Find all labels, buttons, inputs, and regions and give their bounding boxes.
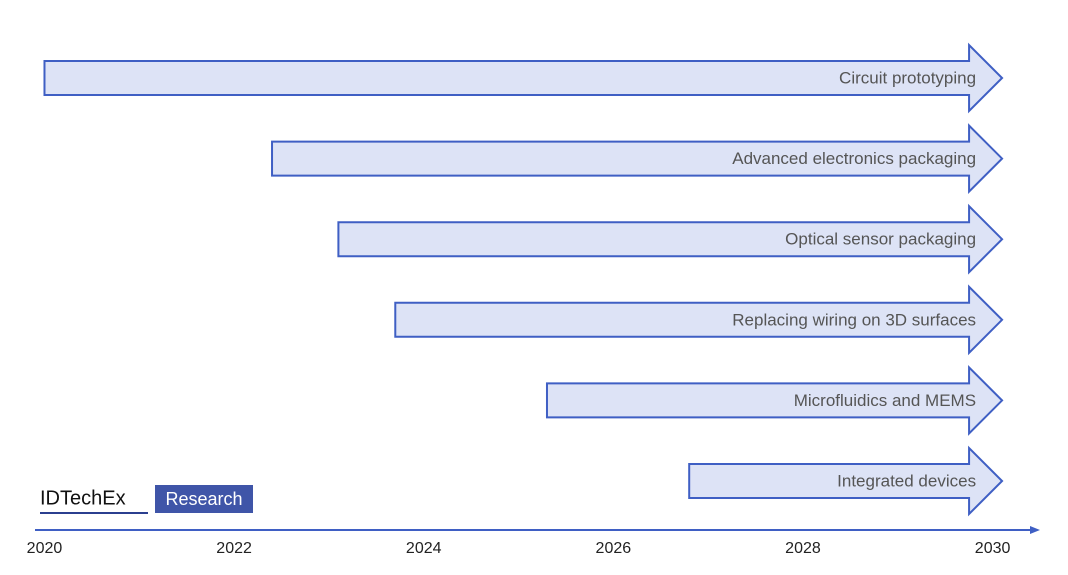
arrow-label: Integrated devices xyxy=(837,471,976,490)
arrow-label: Replacing wiring on 3D surfaces xyxy=(732,310,976,329)
logo-brand: IDTechEx xyxy=(40,487,126,509)
arrow-label: Advanced electronics packaging xyxy=(732,149,976,168)
arrow xyxy=(43,42,1004,114)
arrow xyxy=(545,364,1004,436)
logo-box xyxy=(155,485,253,513)
arrow-label: Optical sensor packaging xyxy=(785,230,976,249)
arrow xyxy=(271,123,1004,195)
arrow xyxy=(337,203,1004,275)
x-tick-label: 2026 xyxy=(596,540,632,557)
x-tick-label: 2024 xyxy=(406,540,442,557)
arrow xyxy=(394,284,1004,356)
x-tick-label: 2022 xyxy=(216,540,252,557)
x-tick-label: 2020 xyxy=(27,540,63,557)
arrow xyxy=(688,445,1004,517)
arrow-label: Circuit prototyping xyxy=(839,68,976,87)
x-tick-label: 2030 xyxy=(975,540,1011,557)
logo-tag: Research xyxy=(165,489,242,509)
arrow-label: Microfluidics and MEMS xyxy=(794,391,976,410)
x-axis-arrow xyxy=(1030,526,1040,534)
x-tick-label: 2028 xyxy=(785,540,821,557)
